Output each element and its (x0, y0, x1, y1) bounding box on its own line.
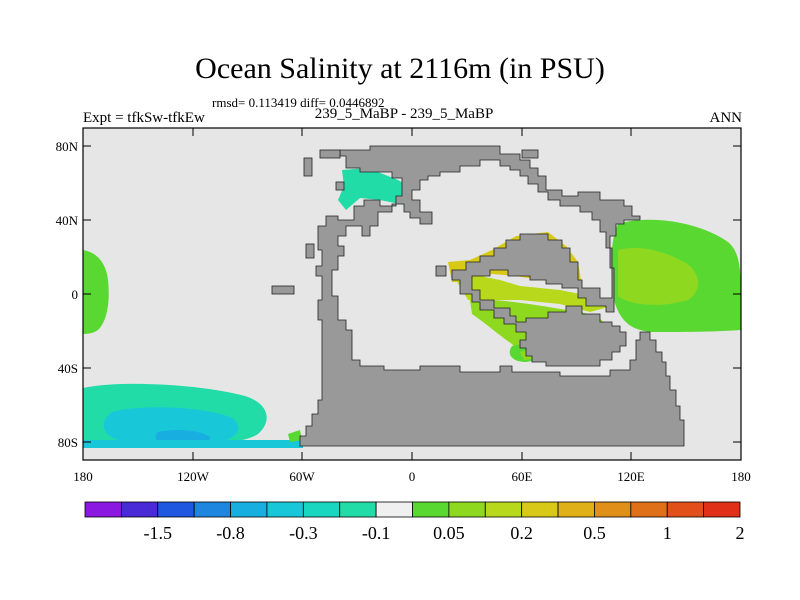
x-tick-label: 60W (289, 469, 315, 484)
plot-title: Ocean Salinity at 2116m (in PSU) (195, 52, 605, 85)
colorbar-swatch (484, 501, 523, 518)
colorbar (84, 501, 741, 518)
colorbar-label: 2 (736, 523, 745, 543)
experiment-label: Expt = tfkSw-tfkEw (83, 110, 205, 126)
colorbar-label: -1.5 (144, 523, 173, 543)
x-tick-label: 120E (617, 469, 645, 484)
colorbar-labels: -1.5 -0.8 -0.3 -0.1 0.05 0.2 0.5 1 2 (144, 523, 745, 543)
colorbar-swatch (193, 501, 231, 518)
colorbar-swatch (84, 501, 122, 518)
y-axis (83, 145, 741, 443)
y-tick-label: 40S (58, 361, 78, 376)
anomaly-north-atlantic (338, 168, 412, 210)
x-tick-labels: 180 120W 60W 0 60E 120E 180 (73, 469, 751, 484)
x-tick-label: 180 (731, 469, 751, 484)
colorbar-swatch (703, 501, 741, 518)
colorbar-swatch (630, 501, 668, 518)
anomaly-west-equatorial (83, 250, 109, 334)
land-island-7 (521, 149, 539, 159)
colorbar-swatch (339, 501, 377, 518)
y-tick-label: 80N (56, 139, 79, 154)
colorbar-swatch (666, 501, 705, 518)
y-tick-label: 40N (56, 213, 79, 228)
season-label: ANN (709, 110, 743, 126)
x-axis (82, 128, 742, 460)
land-island-5 (271, 285, 295, 295)
colorbar-label: -0.1 (362, 523, 391, 543)
x-tick-label: 0 (409, 469, 416, 484)
rmsd-diff-stats: rmsd= 0.113419 diff= 0.0446892 (212, 95, 385, 110)
colorbar-swatch (375, 501, 413, 518)
land-main-continent (299, 145, 685, 447)
y-tick-label: 80S (58, 435, 78, 450)
land-island-6 (435, 265, 447, 277)
colorbar-swatch (120, 501, 159, 518)
colorbar-label: 0.05 (433, 523, 465, 543)
colorbar-swatch (448, 501, 486, 518)
anomaly-south-pacific-edge (83, 440, 303, 448)
anomaly-coastal-patch (288, 430, 302, 442)
land-island-1 (303, 157, 313, 177)
anomaly-east-pacific-core (618, 247, 699, 305)
y-tick-label: 0 (72, 287, 79, 302)
colorbar-label: 1 (663, 523, 672, 543)
colorbar-swatch (157, 501, 195, 518)
colorbar-label: 0.5 (583, 523, 606, 543)
land-island-3 (335, 181, 345, 191)
case-label: 239_5_MaBP - 239_5_MaBP (314, 106, 494, 122)
land-island-2 (319, 149, 341, 159)
x-tick-label: 180 (73, 469, 93, 484)
x-tick-label: 120W (177, 469, 210, 484)
colorbar-label: -0.3 (289, 523, 318, 543)
land-masses (271, 145, 685, 447)
land-island-4 (305, 243, 315, 259)
colorbar-swatch (302, 501, 341, 518)
colorbar-swatch (557, 501, 595, 518)
x-tick-label: 60E (512, 469, 533, 484)
anomaly-indian-ocean-band (456, 276, 612, 312)
colorbar-swatch (521, 501, 559, 518)
colorbar-label: -0.8 (216, 523, 245, 543)
colorbar-swatch (594, 501, 632, 518)
map-panel (82, 127, 742, 461)
y-tick-labels: 80N 40N 0 40S 80S (56, 139, 79, 450)
colorbar-swatch (266, 501, 304, 518)
colorbar-label: 0.2 (510, 523, 533, 543)
colorbar-swatch (412, 501, 450, 518)
colorbar-swatch (230, 501, 268, 518)
